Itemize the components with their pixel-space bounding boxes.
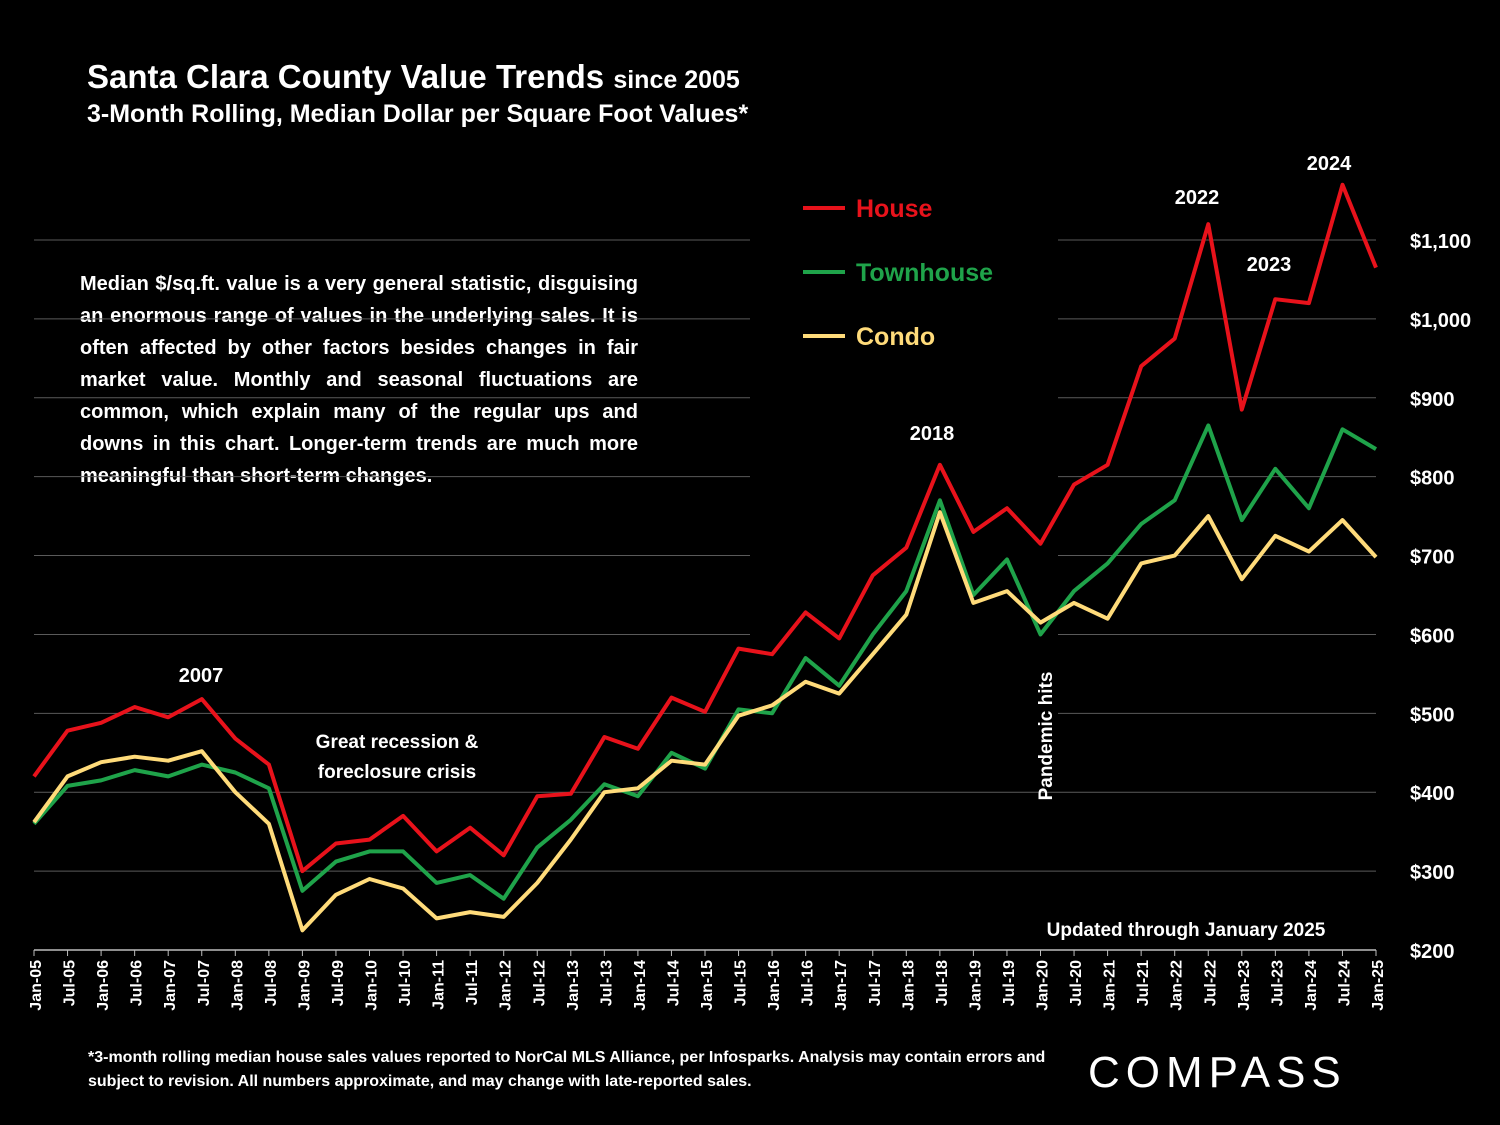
x-tick-label: Jul-11 <box>464 960 481 1005</box>
series-line-townhouse <box>32 423 1378 901</box>
y-tick-label: $1,000 <box>1410 310 1471 332</box>
annotation-2018: 2018 <box>910 423 955 445</box>
annotation-pandemic: Pandemic hits <box>1036 672 1057 801</box>
x-tick-label: Jul-06 <box>129 960 146 1006</box>
x-tick-label: Jul-12 <box>531 960 548 1006</box>
y-tick-label: $300 <box>1410 862 1455 884</box>
y-tick-label: $500 <box>1410 704 1455 726</box>
x-tick-label: Jul-21 <box>1135 960 1152 1006</box>
x-tick-label: Jul-14 <box>665 960 682 1006</box>
y-tick-label: $700 <box>1410 547 1455 569</box>
series-line-condo <box>32 510 1378 933</box>
x-tick-label: Jul-23 <box>1269 960 1286 1006</box>
x-tick-label: Jul-17 <box>867 960 884 1006</box>
x-tick-label: Jan-19 <box>967 960 984 1011</box>
legend-label-condo: Condo <box>856 323 935 351</box>
chart-title-suffix: since 2005 <box>613 66 740 94</box>
y-tick-label: $200 <box>1410 941 1455 963</box>
x-tick-label: Jul-22 <box>1202 960 1219 1006</box>
x-tick-label: Jul-18 <box>934 960 951 1006</box>
x-tick-label: Jan-18 <box>900 960 917 1011</box>
x-tick-label: Jan-11 <box>431 960 448 1010</box>
legend-label-house: House <box>856 195 933 223</box>
x-tick-label: Jan-25 <box>1370 960 1387 1011</box>
annotation-updated: Updated through January 2025 <box>1047 920 1326 941</box>
x-tick-label: Jul-08 <box>263 960 280 1006</box>
x-tick-label: Jan-10 <box>364 960 381 1011</box>
x-tick-label: Jan-15 <box>699 960 716 1011</box>
x-tick-label: Jan-24 <box>1303 960 1320 1011</box>
explanatory-note: Median $/sq.ft. value is a very general … <box>80 273 638 487</box>
y-tick-label: $600 <box>1410 625 1455 647</box>
x-tick-label: Jan-13 <box>565 960 582 1011</box>
footnote: *3-month rolling median house sales valu… <box>88 1049 1046 1090</box>
chart-subtitle: 3-Month Rolling, Median Dollar per Squar… <box>87 100 749 128</box>
x-tick-label: Jan-21 <box>1102 960 1119 1011</box>
annotation-recession-line1: Great recession & <box>316 732 479 753</box>
x-tick-label: Jan-17 <box>833 960 850 1011</box>
chart-title-main: Santa Clara County Value Trends <box>87 58 605 95</box>
annotation-2022: 2022 <box>1175 187 1220 209</box>
x-tick-label: Jul-13 <box>598 960 615 1006</box>
x-tick-label: Jul-24 <box>1336 960 1353 1006</box>
x-tick-label: Jan-08 <box>229 960 246 1011</box>
x-tick-label: Jul-20 <box>1068 960 1085 1006</box>
x-tick-label: Jul-16 <box>800 960 817 1006</box>
x-tick-label: Jul-05 <box>62 960 79 1006</box>
x-tick-label: Jan-07 <box>162 960 179 1011</box>
x-tick-label: Jul-10 <box>397 960 414 1006</box>
x-tick-label: Jul-19 <box>1001 960 1018 1006</box>
x-tick-label: Jan-20 <box>1035 960 1052 1011</box>
compass-logo: COMPASS <box>1088 1048 1347 1097</box>
chart-title: Santa Clara County Value Trends since 20… <box>87 58 740 96</box>
legend-label-townhouse: Townhouse <box>856 259 993 287</box>
y-tick-label: $1,100 <box>1410 231 1471 253</box>
x-tick-label: Jul-07 <box>196 960 213 1006</box>
x-tick-label: Jan-16 <box>766 960 783 1011</box>
x-tick-label: Jan-22 <box>1169 960 1186 1011</box>
series-line-house <box>32 182 1378 874</box>
y-tick-label: $400 <box>1410 783 1455 805</box>
annotation-2023: 2023 <box>1247 254 1292 276</box>
x-tick-label: Jan-06 <box>95 960 112 1011</box>
y-tick-label: $900 <box>1410 389 1455 411</box>
annotation-recession-line2: foreclosure crisis <box>318 762 476 783</box>
x-tick-label: Jan-23 <box>1236 960 1253 1011</box>
x-tick-label: Jan-14 <box>632 960 649 1011</box>
annotation-2024: 2024 <box>1307 153 1352 175</box>
annotation-2007: 2007 <box>179 665 224 687</box>
x-tick-label: Jan-12 <box>498 960 515 1011</box>
x-tick-label: Jan-09 <box>296 960 313 1011</box>
x-tick-label: Jul-15 <box>733 960 750 1006</box>
x-tick-label: Jul-09 <box>330 960 347 1006</box>
x-tick-label: Jan-05 <box>28 960 45 1011</box>
y-tick-label: $800 <box>1410 468 1455 490</box>
